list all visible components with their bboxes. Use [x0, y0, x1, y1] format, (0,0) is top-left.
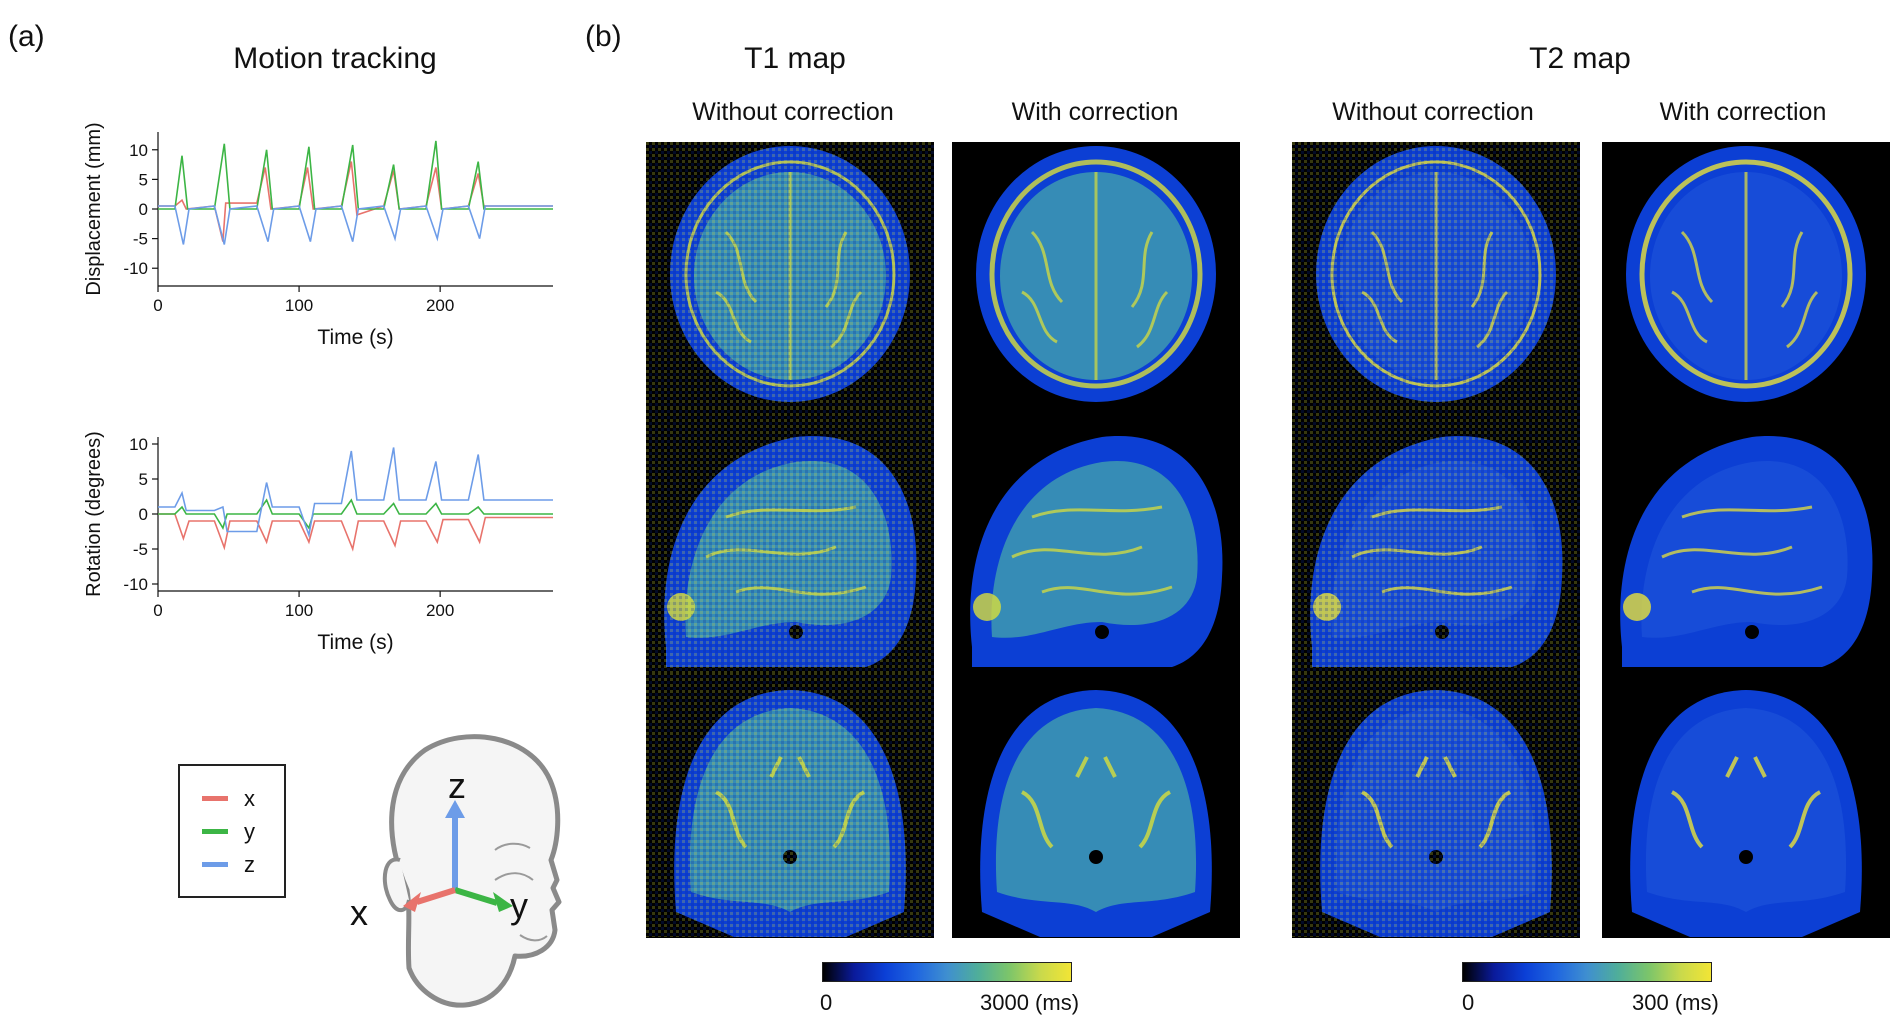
mri-sagittal-slice — [1292, 407, 1580, 672]
t2-col-with-title: With correction — [1659, 98, 1827, 126]
t1-col-without-title: Without correction — [692, 98, 894, 126]
series-line-z — [158, 205, 553, 245]
y-axis-label: Rotation (degrees) — [83, 431, 105, 597]
mri-coronal-slice — [1602, 672, 1890, 937]
series-line-y — [158, 140, 553, 210]
y-tick-label: 10 — [129, 435, 148, 454]
x-tick-label: 100 — [285, 296, 313, 315]
y-tick-label: 0 — [139, 505, 148, 524]
series-line-y — [158, 498, 553, 530]
y-tick-label: -5 — [133, 540, 148, 559]
legend-item-x: x — [202, 782, 284, 815]
head-axes-illustration: z y x — [350, 734, 562, 1008]
x-axis-arrow — [403, 887, 456, 912]
legend-item-z: z — [202, 848, 284, 881]
mri-axial-slice — [1292, 142, 1580, 407]
legend-label: z — [244, 851, 255, 877]
mri-sagittal-slice — [646, 407, 934, 672]
mri-sagittal-slice — [952, 407, 1240, 672]
y-axis-label: Displacement (mm) — [83, 122, 105, 295]
z-axis-arrow — [445, 800, 465, 890]
legend-swatch — [202, 829, 228, 834]
t1-map-title: T1 map — [744, 42, 846, 75]
t2-colorbar — [1462, 962, 1712, 982]
legend-swatch — [202, 796, 228, 801]
x-tick-label: 0 — [153, 296, 162, 315]
head-icon — [389, 734, 562, 1008]
legend-label: x — [244, 785, 255, 811]
mri-axial-slice — [646, 142, 934, 407]
y-tick-label: -10 — [123, 259, 148, 278]
t1-colorbar-min-label: 0 — [820, 990, 833, 1015]
x-axis-label: Time (s) — [317, 326, 393, 349]
panel-a-label: (a) — [8, 20, 45, 53]
t2-with-correction-images — [1602, 142, 1890, 938]
t1-colorbar-max-label: 3000 (ms) — [980, 990, 1080, 1015]
x-axis-label: x — [350, 892, 368, 933]
mri-axial-slice — [952, 142, 1240, 407]
mri-axial-slice — [1602, 142, 1890, 407]
t1-without-correction-images — [646, 142, 934, 938]
y-axis-label: y — [510, 885, 528, 926]
t2-colorbar-max-label: 300 (ms) — [1632, 990, 1719, 1015]
motion-tracking-title: Motion tracking — [233, 42, 437, 75]
y-tick-label: 5 — [139, 170, 148, 189]
mri-coronal-slice — [952, 672, 1240, 937]
t2-without-correction-images — [1292, 142, 1580, 938]
rotation-chart: 10 5 0 -5 -10 0 100 200 Time (s) Rotation (degree… — [83, 431, 553, 654]
mri-coronal-slice — [646, 672, 934, 937]
legend-item-y: y — [202, 815, 284, 848]
series-line-z — [158, 447, 553, 539]
y-tick-label: 5 — [139, 470, 148, 489]
x-tick-label: 100 — [285, 601, 313, 620]
t1-col-with-title: With correction — [1011, 98, 1179, 126]
t2-map-title: T2 map — [1529, 42, 1631, 75]
y-tick-label: -5 — [133, 230, 148, 249]
legend-swatch — [202, 862, 228, 867]
y-tick-label: 0 — [139, 200, 148, 219]
y-axis-arrow — [454, 887, 513, 912]
z-axis-label: z — [448, 765, 466, 806]
x-tick-label: 0 — [153, 601, 162, 620]
t1-with-correction-images — [952, 142, 1240, 938]
series-line-x — [158, 513, 553, 552]
legend-label: y — [244, 818, 255, 844]
t1-colorbar — [822, 962, 1072, 982]
panel-b-label: (b) — [585, 20, 622, 53]
mri-coronal-slice — [1292, 672, 1580, 937]
t2-col-without-title: Without correction — [1332, 98, 1534, 126]
y-tick-label: -10 — [123, 575, 148, 594]
x-axis-label: Time (s) — [317, 631, 393, 654]
displacement-chart: 10 5 0 -5 -10 0 100 200 Time (s) Displacement (mm… — [83, 122, 553, 349]
t2-colorbar-min-label: 0 — [1462, 990, 1475, 1015]
x-tick-label: 200 — [426, 296, 454, 315]
mri-sagittal-slice — [1602, 407, 1890, 672]
x-tick-label: 200 — [426, 601, 454, 620]
y-tick-label: 10 — [129, 141, 148, 160]
